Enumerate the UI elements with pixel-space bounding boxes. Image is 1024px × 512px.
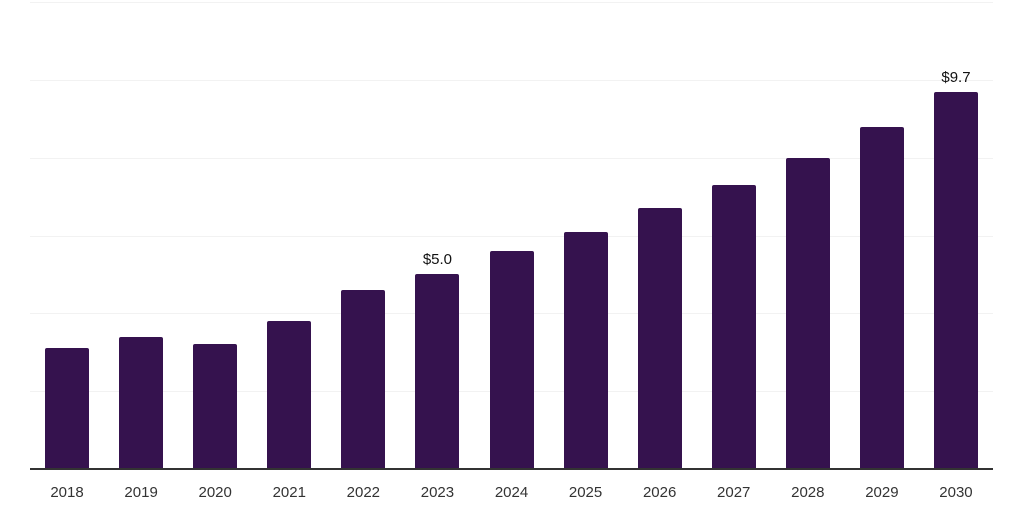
bar-2026[interactable] <box>637 208 682 469</box>
gridline <box>30 157 993 159</box>
bar-value-label-2023: $5.0 <box>422 251 453 269</box>
bar-2030[interactable] <box>933 91 978 469</box>
bar-2018[interactable] <box>45 348 90 469</box>
plot-area: $5.0 $9.7 <box>30 2 993 470</box>
gridline <box>30 2 993 3</box>
x-axis-labels: 2018 2019 2020 2021 2022 2023 2024 2025 2026 2027… <box>30 483 993 505</box>
gridline <box>30 79 993 81</box>
x-axis-line <box>30 468 993 470</box>
bar-2024[interactable] <box>489 251 534 469</box>
x-tick-label-2023: 2023 <box>420 484 455 501</box>
x-tick-label-2029: 2029 <box>865 484 899 501</box>
x-tick-label-2026: 2026 <box>642 484 677 501</box>
bar-2028[interactable] <box>785 157 830 469</box>
x-tick-label-2027: 2027 <box>717 484 751 501</box>
x-tick-label-2028: 2028 <box>791 484 825 501</box>
x-tick-label-2021: 2021 <box>272 484 306 501</box>
x-tick-label-2022: 2022 <box>346 484 381 501</box>
gridline <box>30 235 993 237</box>
bar-2020[interactable] <box>193 344 238 469</box>
x-tick-label-2024: 2024 <box>494 484 529 501</box>
x-tick-label-2025: 2025 <box>568 484 603 501</box>
bar-2027[interactable] <box>711 184 756 469</box>
bar-2021[interactable] <box>267 321 312 469</box>
bar-2025[interactable] <box>563 231 608 469</box>
bar-2023[interactable] <box>415 274 460 469</box>
bar-2022[interactable] <box>341 289 386 469</box>
x-tick-label-2030: 2030 <box>939 484 973 501</box>
bar-2019[interactable] <box>119 336 164 469</box>
bar-value-label-2030: $9.7 <box>941 68 971 86</box>
x-tick-label-2018: 2018 <box>50 484 84 501</box>
bar-2029[interactable] <box>859 126 904 469</box>
x-tick-label-2020: 2020 <box>198 484 232 501</box>
x-tick-label-2019: 2019 <box>124 484 158 501</box>
